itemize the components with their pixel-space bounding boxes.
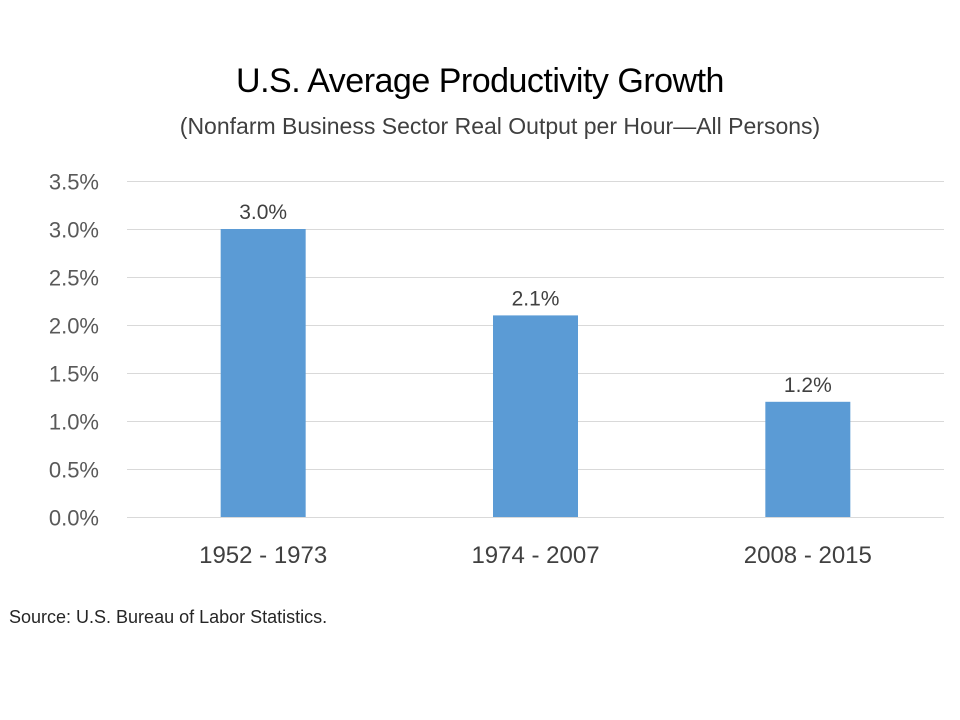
bar [220, 229, 306, 517]
source-note: Source: U.S. Bureau of Labor Statistics. [9, 607, 328, 627]
bars [220, 229, 851, 517]
x-category-label: 1974 - 2007 [471, 542, 599, 569]
data-label: 3.0% [239, 201, 287, 224]
y-tick-label: 2.0% [49, 314, 99, 339]
y-tick-label: 3.5% [49, 170, 99, 195]
y-tick-label: 2.5% [49, 266, 99, 291]
y-tick-label: 1.0% [49, 410, 99, 435]
bar [493, 315, 578, 517]
data-label: 1.2% [784, 374, 832, 397]
chart-subtitle: (Nonfarm Business Sector Real Output per… [179, 113, 821, 139]
y-tick-label: 0.5% [49, 458, 99, 483]
x-category-label: 1952 - 1973 [199, 542, 327, 569]
x-category-label: 2008 - 2015 [744, 542, 872, 569]
bar [765, 401, 851, 517]
data-labels: 3.0% 2.1% 1.2% [239, 201, 832, 397]
y-tick-label: 0.0% [49, 506, 99, 531]
y-tick-label: 1.5% [49, 362, 99, 387]
y-tick-label: 3.0% [49, 218, 99, 243]
chart-title: U.S. Average Productivity Growth [236, 62, 724, 100]
data-label: 2.1% [512, 287, 560, 310]
y-axis-tick-labels: 0.0% 0.5% 1.0% 1.5% 2.0% 2.5% 3.0% 3.5% [49, 170, 99, 531]
x-axis-category-labels: 1952 - 1973 1974 - 2007 2008 - 2015 [199, 542, 872, 569]
